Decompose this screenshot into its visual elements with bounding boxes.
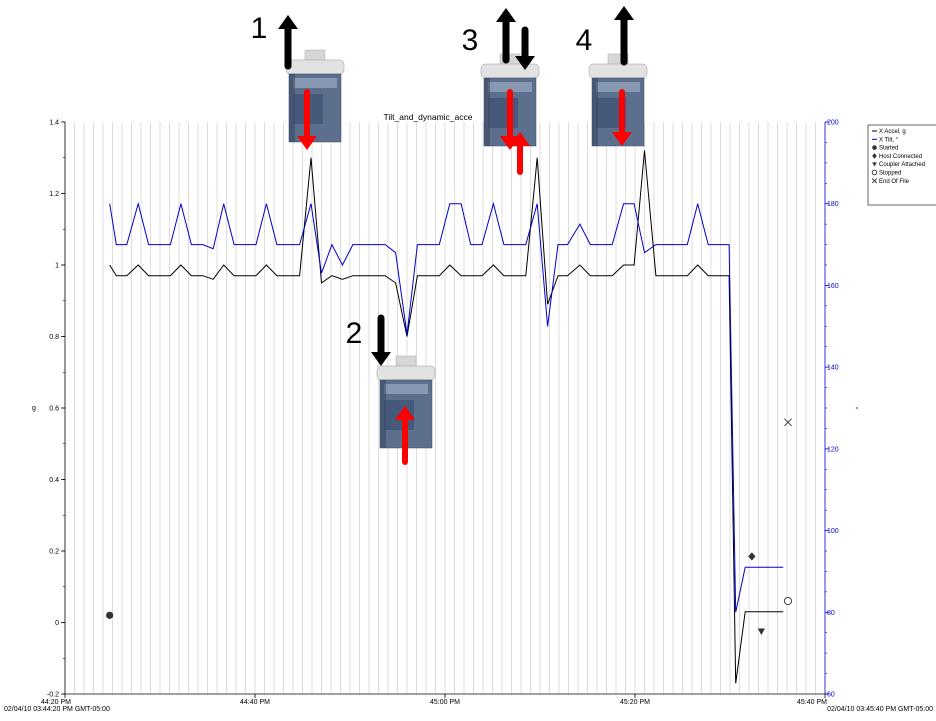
legend-symbol xyxy=(872,153,877,159)
red-arrow-head xyxy=(395,406,415,420)
annotation-2: 2 xyxy=(346,314,436,465)
black-arrow-head xyxy=(278,15,298,29)
marker-x xyxy=(784,418,792,427)
device-shade xyxy=(289,74,295,142)
device-shade xyxy=(380,380,386,448)
y2-tick-label: 60 xyxy=(827,692,835,699)
y2-tick-label: 200 xyxy=(827,120,839,127)
legend-label: X Tilt, ° xyxy=(879,137,899,143)
marker-diamond xyxy=(748,552,756,561)
legend-symbol xyxy=(872,162,877,167)
grid-lines xyxy=(74,122,816,694)
y2-ticks: 60 80 100 120 140 160 180 200 xyxy=(825,120,839,699)
device-label-band xyxy=(384,384,428,394)
device-lid xyxy=(480,63,540,79)
y2-axis-label: ° xyxy=(856,406,859,414)
series-line xyxy=(109,201,784,613)
y-tick-label: 1.2 xyxy=(49,191,59,198)
black-arrow-head xyxy=(515,56,535,70)
y-ticks: -0.2 0 0.2 0.4 0.6 0.8 1 1.2 1.4 xyxy=(47,120,65,699)
chart-title: Tilt_and_dynamic_acce xyxy=(384,112,473,122)
device-label-band xyxy=(293,78,337,88)
red-arrow-head xyxy=(297,136,317,150)
legend-label: Stopped xyxy=(879,171,901,177)
y-tick-label: 0 xyxy=(55,620,59,627)
device-shade xyxy=(592,78,598,146)
x-tick-sublabel: 02/04/10 03:45:40 PM GMT-05:00 xyxy=(827,706,933,713)
legend: X Accel, g X Tilt, ° Started Host Connected… xyxy=(867,124,936,206)
x-tick-label: 45:00 PM xyxy=(430,699,460,706)
y2-tick-label: 140 xyxy=(827,365,839,372)
device-label-band xyxy=(596,82,640,92)
annotation-1: 1 xyxy=(251,12,345,150)
x-tick-label: 45:20 PM xyxy=(620,699,650,706)
x-tick-label: 45:40 PM xyxy=(797,699,827,706)
event-markers xyxy=(106,418,793,636)
legend-label: Host Connected xyxy=(879,154,922,160)
marker-filled-circle xyxy=(106,611,114,619)
y-tick-label: 1.4 xyxy=(49,120,59,127)
y2-tick-label: 180 xyxy=(827,201,839,208)
device-lid xyxy=(588,63,648,79)
logger-device xyxy=(285,49,345,143)
y2-tick-label: 160 xyxy=(827,283,839,290)
annotations: 1 2 3 4 xyxy=(251,6,648,465)
legend-label: Coupler Attached xyxy=(879,162,925,168)
black-arrow-head xyxy=(371,352,391,366)
y-axis-label: g xyxy=(32,405,36,412)
device-label-band xyxy=(488,82,532,92)
annotation-number: 3 xyxy=(462,24,479,57)
black-arrow-head xyxy=(496,8,516,22)
legend-label: X Accel, g xyxy=(879,129,906,135)
annotation-number: 1 xyxy=(251,12,268,45)
y-tick-label: 0.4 xyxy=(49,477,59,484)
y-tick-label: 0.8 xyxy=(49,334,59,341)
x-tick-sublabel: 02/04/10 03:44:20 PM GMT-05:00 xyxy=(4,706,110,713)
y2-tick-label: 100 xyxy=(827,528,839,535)
legend-label: End Of File xyxy=(879,179,910,185)
marker-triangle-down xyxy=(757,628,765,636)
series-line xyxy=(109,150,784,684)
annotation-number: 4 xyxy=(576,24,593,57)
annotation-number: 2 xyxy=(346,317,363,350)
device-shade xyxy=(484,78,490,146)
device-lid xyxy=(376,365,436,381)
annotation-4: 4 xyxy=(576,6,648,147)
y-tick-label: 0.2 xyxy=(49,549,59,556)
x-tick-label: 44:40 PM xyxy=(240,699,270,706)
y-tick-label: 0.6 xyxy=(49,406,59,413)
y2-tick-label: 120 xyxy=(827,446,839,453)
red-arrow-head xyxy=(612,132,632,146)
red-arrow-extra-head xyxy=(510,132,530,146)
y2-tick-label: 80 xyxy=(827,610,835,617)
annotation-3: 3 xyxy=(462,8,540,175)
black-arrow-head xyxy=(614,6,634,20)
series-lines xyxy=(109,150,784,684)
y-tick-label: 1 xyxy=(55,263,59,270)
legend-label: Started xyxy=(879,146,898,152)
legend-symbol xyxy=(871,169,878,176)
device-label xyxy=(488,98,518,128)
x-tick-label: 44:20 PM xyxy=(41,699,71,706)
legend-symbol xyxy=(872,145,877,150)
legend-symbol xyxy=(871,178,878,184)
y-tick-label: -0.2 xyxy=(47,692,59,699)
device-lid xyxy=(285,59,345,75)
marker-open-circle xyxy=(783,597,793,606)
legend-box xyxy=(867,124,936,206)
